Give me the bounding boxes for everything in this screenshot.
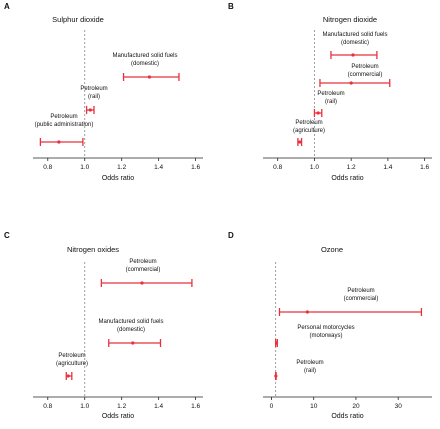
panel-title: Sulphur dioxide xyxy=(52,15,104,24)
item-label: Petroleum xyxy=(129,259,156,265)
panel-d: D Ozone 0 10 20 30 Odds ratio Petroleum (commerc… xyxy=(228,231,432,420)
x-tick-label: 1.2 xyxy=(117,164,126,171)
x-axis-label: Odds ratio xyxy=(331,413,363,420)
x-tick-label: 0.8 xyxy=(43,164,52,171)
x-axis-label: Odds ratio xyxy=(102,175,134,182)
x-tick-label: 1.2 xyxy=(347,164,356,171)
point-estimate xyxy=(316,111,320,115)
panel-letter: B xyxy=(228,2,234,11)
x-tick-label: 1.6 xyxy=(420,164,429,171)
x-tick-label: 1.4 xyxy=(383,164,392,171)
point-estimate xyxy=(274,374,278,378)
item-label: (public administration) xyxy=(35,122,94,128)
panel-b: B Nitrogen dioxide 0.8 1.0 1.2 1.4 1.6 Odds rat… xyxy=(228,2,432,182)
item-label: (commercial) xyxy=(126,267,161,273)
item-label: (domestic) xyxy=(117,327,145,333)
x-tick-label: 0.8 xyxy=(273,164,282,171)
point-estimate xyxy=(131,341,135,345)
item-label: Petroleum xyxy=(58,353,85,359)
panel-letter: D xyxy=(228,231,234,240)
x-tick-label: 20 xyxy=(352,403,360,410)
x-tick-label: 1.6 xyxy=(191,164,200,171)
panel-title: Ozone xyxy=(321,245,343,254)
x-tick-label: 1.0 xyxy=(80,403,89,410)
point-estimate xyxy=(298,140,302,144)
item-label: Manufactured solid fuels xyxy=(322,32,387,38)
item-label: Personal motorcycles xyxy=(297,325,354,331)
panel-c: C Nitrogen oxides 0.8 1.0 1.2 1.4 1.6 Odds rati… xyxy=(4,231,203,420)
item-label: Petroleum xyxy=(50,114,77,120)
item-label: (rail) xyxy=(88,94,100,100)
item-label: Petroleum xyxy=(80,86,107,92)
x-tick-label: 1.4 xyxy=(154,164,163,171)
point-estimate xyxy=(351,53,355,57)
point-estimate xyxy=(349,81,353,85)
x-axis-label: Odds ratio xyxy=(102,413,134,420)
x-tick-label: 0 xyxy=(270,403,274,410)
item-label: (agriculture) xyxy=(56,361,88,367)
x-tick-label: 10 xyxy=(310,403,318,410)
panel-title: Nitrogen dioxide xyxy=(323,15,377,24)
item-label: (motorways) xyxy=(309,333,342,339)
item-label: Petroleum xyxy=(347,288,374,294)
x-tick-label: 30 xyxy=(395,403,403,410)
item-label: Petroleum xyxy=(296,360,323,366)
item-label: (commercial) xyxy=(344,296,379,302)
item-label: Petroleum xyxy=(317,91,344,97)
x-axis-label: Odds ratio xyxy=(331,175,363,182)
point-estimate xyxy=(57,140,61,144)
item-label: Petroleum xyxy=(351,64,378,70)
item-label: (rail) xyxy=(304,368,316,374)
panel-title: Nitrogen oxides xyxy=(67,245,119,254)
x-tick-label: 1.4 xyxy=(154,403,163,410)
panel-a: A Sulphur dioxide 0.8 1.0 1.2 1.4 1.6 Odds rati… xyxy=(4,2,203,182)
point-estimate xyxy=(88,108,92,112)
panel-letter: A xyxy=(4,2,10,11)
x-tick-label: 1.0 xyxy=(310,164,319,171)
x-tick-label: 0.8 xyxy=(43,403,52,410)
item-label: Manufactured solid fuels xyxy=(112,53,177,59)
item-label: (rail) xyxy=(325,99,337,105)
x-tick-label: 1.2 xyxy=(117,403,126,410)
point-estimate xyxy=(140,281,144,285)
point-estimate xyxy=(305,310,309,314)
x-tick-label: 1.0 xyxy=(80,164,89,171)
item-label: (agriculture) xyxy=(293,128,325,134)
item-label: (domestic) xyxy=(131,61,159,67)
item-label: (commercial) xyxy=(348,72,383,78)
point-estimate xyxy=(274,341,279,345)
item-label: Petroleum xyxy=(295,120,322,126)
item-label: (domestic) xyxy=(341,40,369,46)
item-label: Manufactured solid fuels xyxy=(98,319,163,325)
panel-letter: C xyxy=(4,231,10,240)
point-estimate xyxy=(147,75,152,79)
x-tick-label: 1.6 xyxy=(191,403,200,410)
point-estimate xyxy=(66,374,70,378)
